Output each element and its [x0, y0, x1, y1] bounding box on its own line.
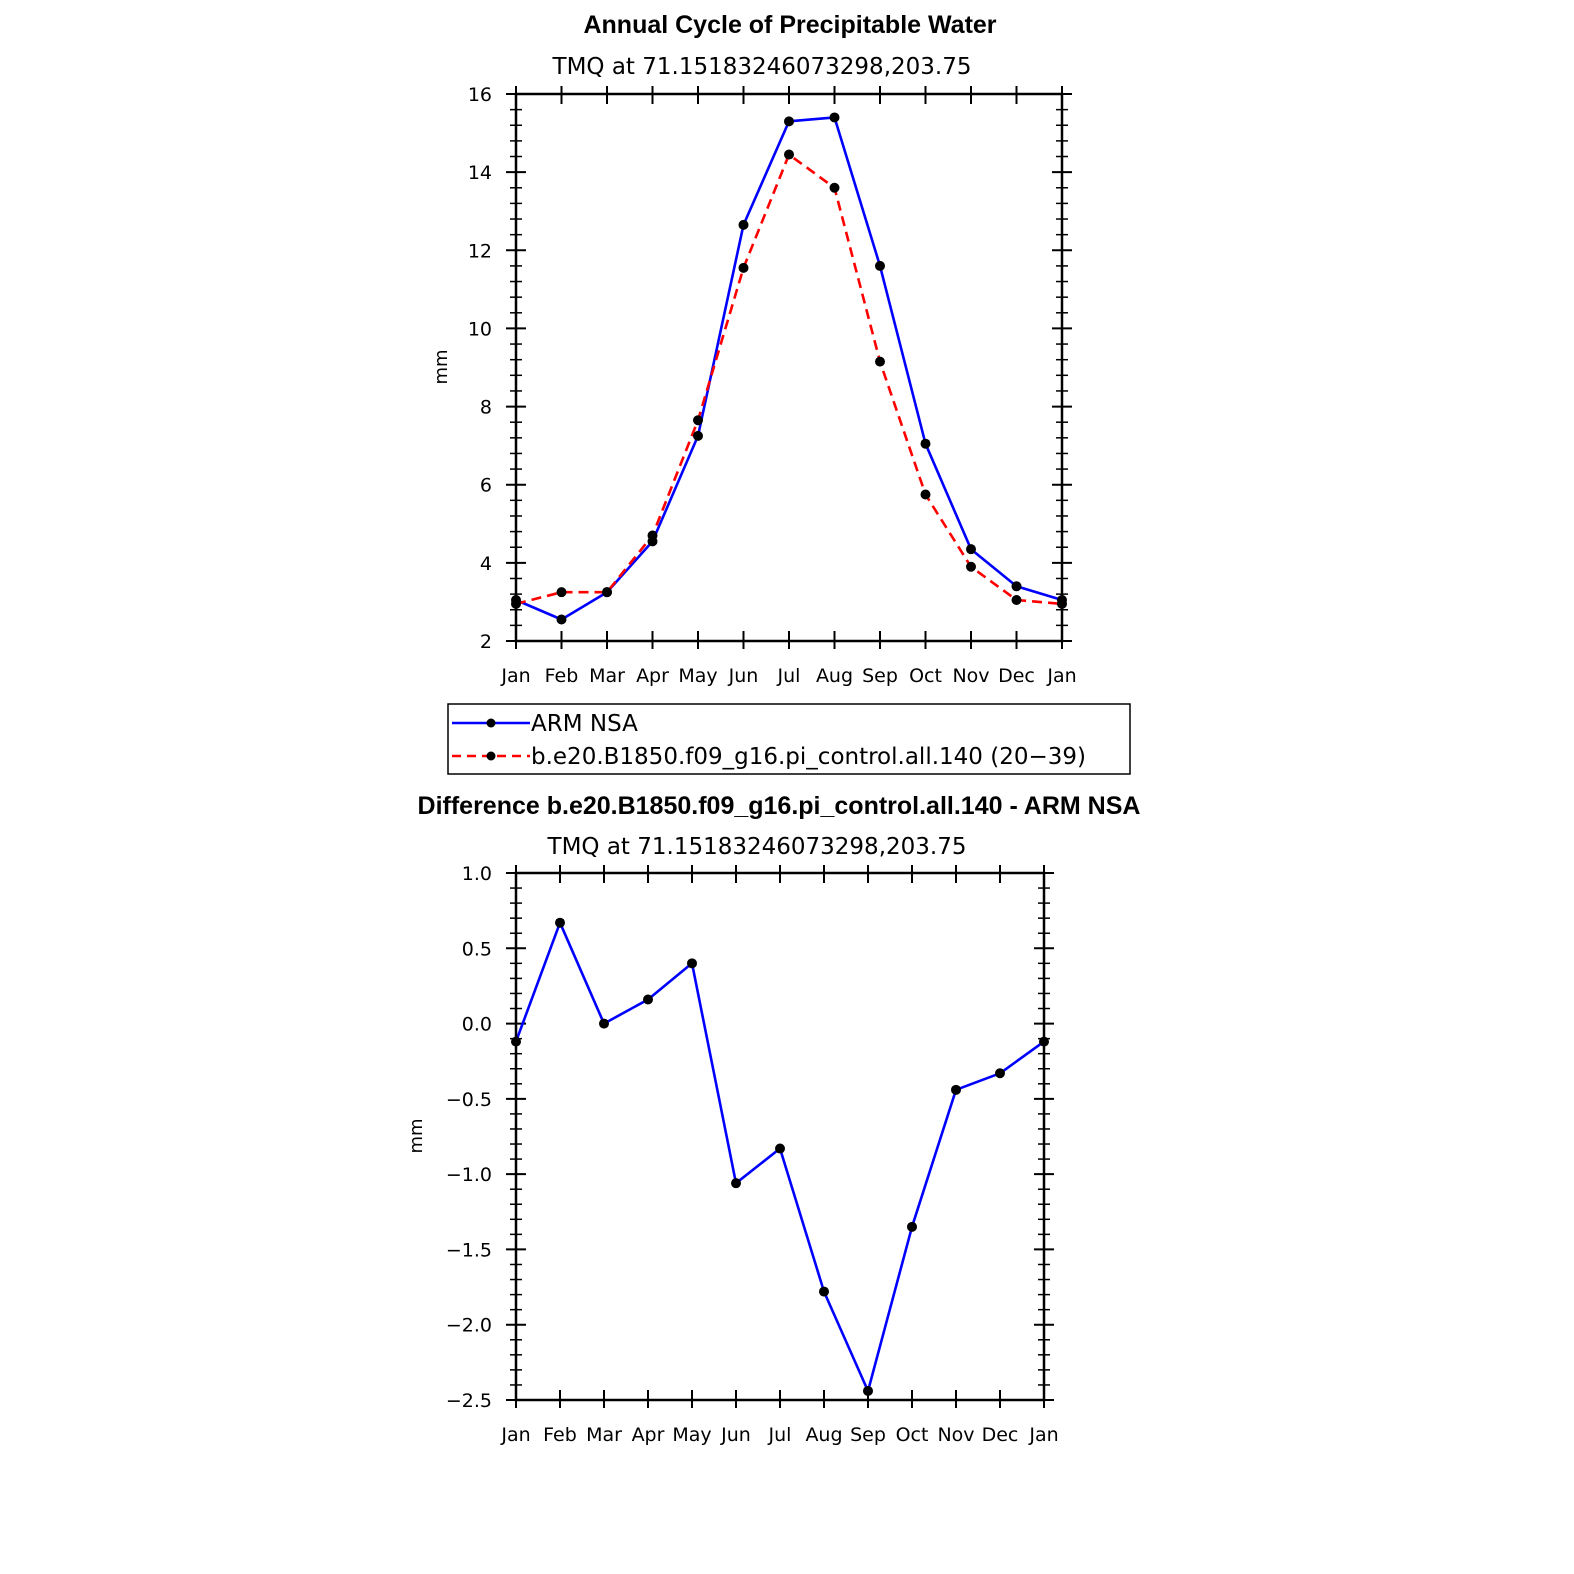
x-tick-label: Jul [768, 1424, 792, 1446]
y-tick-label: 16 [468, 84, 492, 106]
data-point [693, 415, 703, 426]
data-point [687, 958, 697, 969]
chart-title: Difference b.e20.B1850.f09_g16.pi_contro… [418, 792, 1141, 820]
x-tick-label: Aug [805, 1424, 842, 1446]
chart-title: Annual Cycle of Precipitable Water [583, 11, 996, 39]
y-tick-label: 8 [480, 397, 492, 419]
x-tick-label: Sep [850, 1424, 886, 1446]
x-tick-label: May [672, 1424, 711, 1446]
data-point [829, 182, 840, 193]
x-tick-label: Feb [543, 1424, 577, 1446]
x-tick-label: Oct [896, 1424, 929, 1446]
y-tick-label: 6 [480, 475, 492, 497]
x-tick-label: Nov [952, 665, 989, 687]
data-point [951, 1084, 961, 1095]
x-tick-label: Mar [589, 665, 625, 687]
x-tick-label: Oct [909, 665, 942, 687]
x-tick-label: May [678, 665, 717, 687]
legend-marker-model [486, 751, 496, 761]
annual-cycle-chart: Annual Cycle of Precipitable Water TMQ a… [431, 11, 1077, 687]
data-point [599, 1018, 609, 1029]
x-tick-label: Dec [998, 665, 1035, 687]
series-line [515, 116, 1063, 621]
x-tick-label: Mar [586, 1424, 622, 1446]
y-axis-label: mm [406, 1118, 427, 1153]
x-tick-label: Jan [500, 665, 530, 687]
data-point [738, 219, 749, 230]
y-tick-label: 12 [468, 240, 492, 262]
chart-subtitle: TMQ at 71.15183246073298,203.75 [547, 834, 967, 860]
y-tick-label: −2.5 [446, 1390, 492, 1412]
x-tick-label: Jun [728, 665, 759, 687]
data-point [784, 116, 794, 127]
y-tick-label: 0.0 [462, 1014, 492, 1036]
data-point [784, 149, 794, 160]
data-point [819, 1286, 829, 1297]
difference-chart: Difference b.e20.B1850.f09_g16.pi_contro… [406, 792, 1140, 1446]
data-point [995, 1068, 1005, 1079]
data-point [875, 260, 885, 271]
series-line [515, 153, 1063, 606]
data-point [907, 1221, 917, 1232]
y-tick-label: 4 [480, 553, 492, 575]
data-point [920, 438, 931, 449]
chart-subtitle: TMQ at 71.15183246073298,203.75 [552, 54, 972, 80]
x-tick-label: Feb [545, 665, 579, 687]
x-tick-label: Jan [1028, 1424, 1058, 1446]
x-tick-label: Jan [500, 1424, 530, 1446]
legend-box [447, 703, 1131, 775]
y-tick-label: 14 [468, 162, 492, 184]
y-axis-label: mm [431, 349, 452, 384]
y-tick-label: −0.5 [446, 1089, 492, 1111]
x-tick-label: Jan [1046, 665, 1076, 687]
series-line [514, 921, 1045, 1393]
plot-frame [514, 871, 1046, 1402]
data-point [731, 1178, 741, 1189]
data-point [829, 112, 840, 123]
legend-marker-arm-nsa [486, 718, 496, 728]
y-tick-label: −1.5 [446, 1239, 492, 1261]
data-point [863, 1385, 873, 1396]
x-tick-label: Jul [777, 665, 801, 687]
legend: ARM NSA b.e20.B1850.f09_g16.pi_control.a… [447, 703, 1131, 775]
data-point [966, 561, 976, 572]
data-point [556, 587, 567, 598]
data-point [875, 356, 885, 367]
data-point [966, 544, 976, 555]
y-tick-label: 2 [480, 631, 492, 653]
data-point [1011, 594, 1022, 605]
data-point [693, 430, 703, 441]
y-tick-label: 1.0 [462, 863, 492, 885]
data-point [920, 489, 931, 500]
y-tick-label: 0.5 [462, 938, 492, 960]
data-point [602, 587, 612, 598]
data-point [556, 614, 567, 625]
plot-frame [514, 92, 1064, 643]
data-point [643, 994, 653, 1005]
x-tick-label: Dec [982, 1424, 1019, 1446]
legend-label-arm-nsa: ARM NSA [531, 711, 638, 737]
data-point [775, 1143, 785, 1154]
x-tick-label: Apr [632, 1424, 665, 1446]
legend-label-model: b.e20.B1850.f09_g16.pi_control.all.140 (… [531, 744, 1086, 770]
x-tick-label: Sep [862, 665, 898, 687]
x-tick-label: Jun [720, 1424, 751, 1446]
y-tick-label: −1.0 [446, 1164, 492, 1186]
y-tick-label: −2.0 [446, 1315, 492, 1337]
data-point [555, 917, 565, 928]
x-tick-label: Aug [816, 665, 853, 687]
x-tick-label: Apr [636, 665, 669, 687]
x-tick-label: Nov [937, 1424, 974, 1446]
data-point [738, 262, 749, 273]
data-point [647, 530, 658, 541]
data-point [1011, 581, 1022, 592]
y-tick-label: 10 [468, 318, 492, 340]
